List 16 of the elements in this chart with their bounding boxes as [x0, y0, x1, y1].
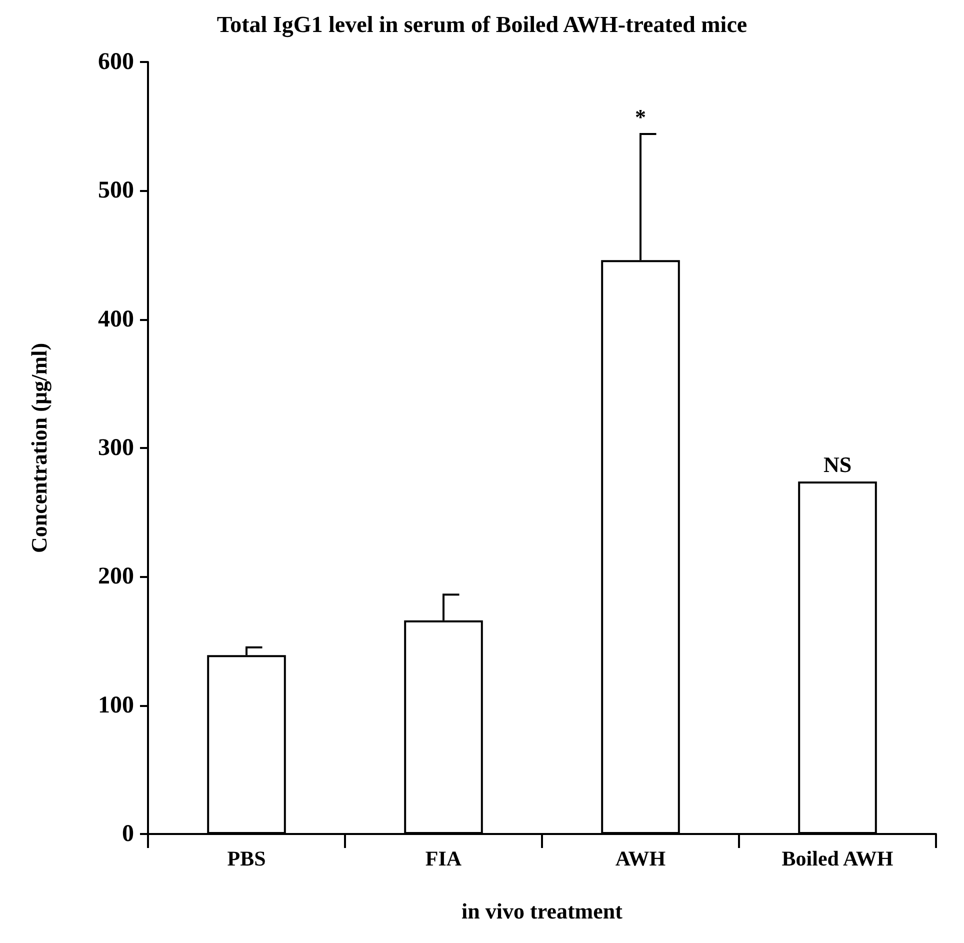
x-tick-label: AWH — [615, 846, 666, 870]
annotation: NS — [823, 452, 852, 477]
chart-title: Total IgG1 level in serum of Boiled AWH-treated mice — [216, 12, 748, 38]
y-tick-label: 600 — [98, 49, 134, 75]
annotation: * — [635, 104, 646, 130]
y-tick-label: 200 — [98, 564, 134, 590]
y-tick-label: 0 — [122, 821, 134, 847]
x-tick-label: FIA — [425, 846, 462, 870]
y-tick-label: 300 — [98, 435, 134, 461]
y-tick-label: 100 — [98, 692, 134, 718]
y-tick-label: 400 — [98, 306, 134, 332]
y-tick-label: 500 — [98, 178, 134, 204]
x-tick-label: PBS — [227, 846, 266, 870]
x-axis-title: in vivo treatment — [462, 898, 624, 924]
x-tick-label: Boiled AWH — [782, 846, 894, 870]
y-axis-title: Concentration (µg/ml) — [26, 342, 52, 554]
